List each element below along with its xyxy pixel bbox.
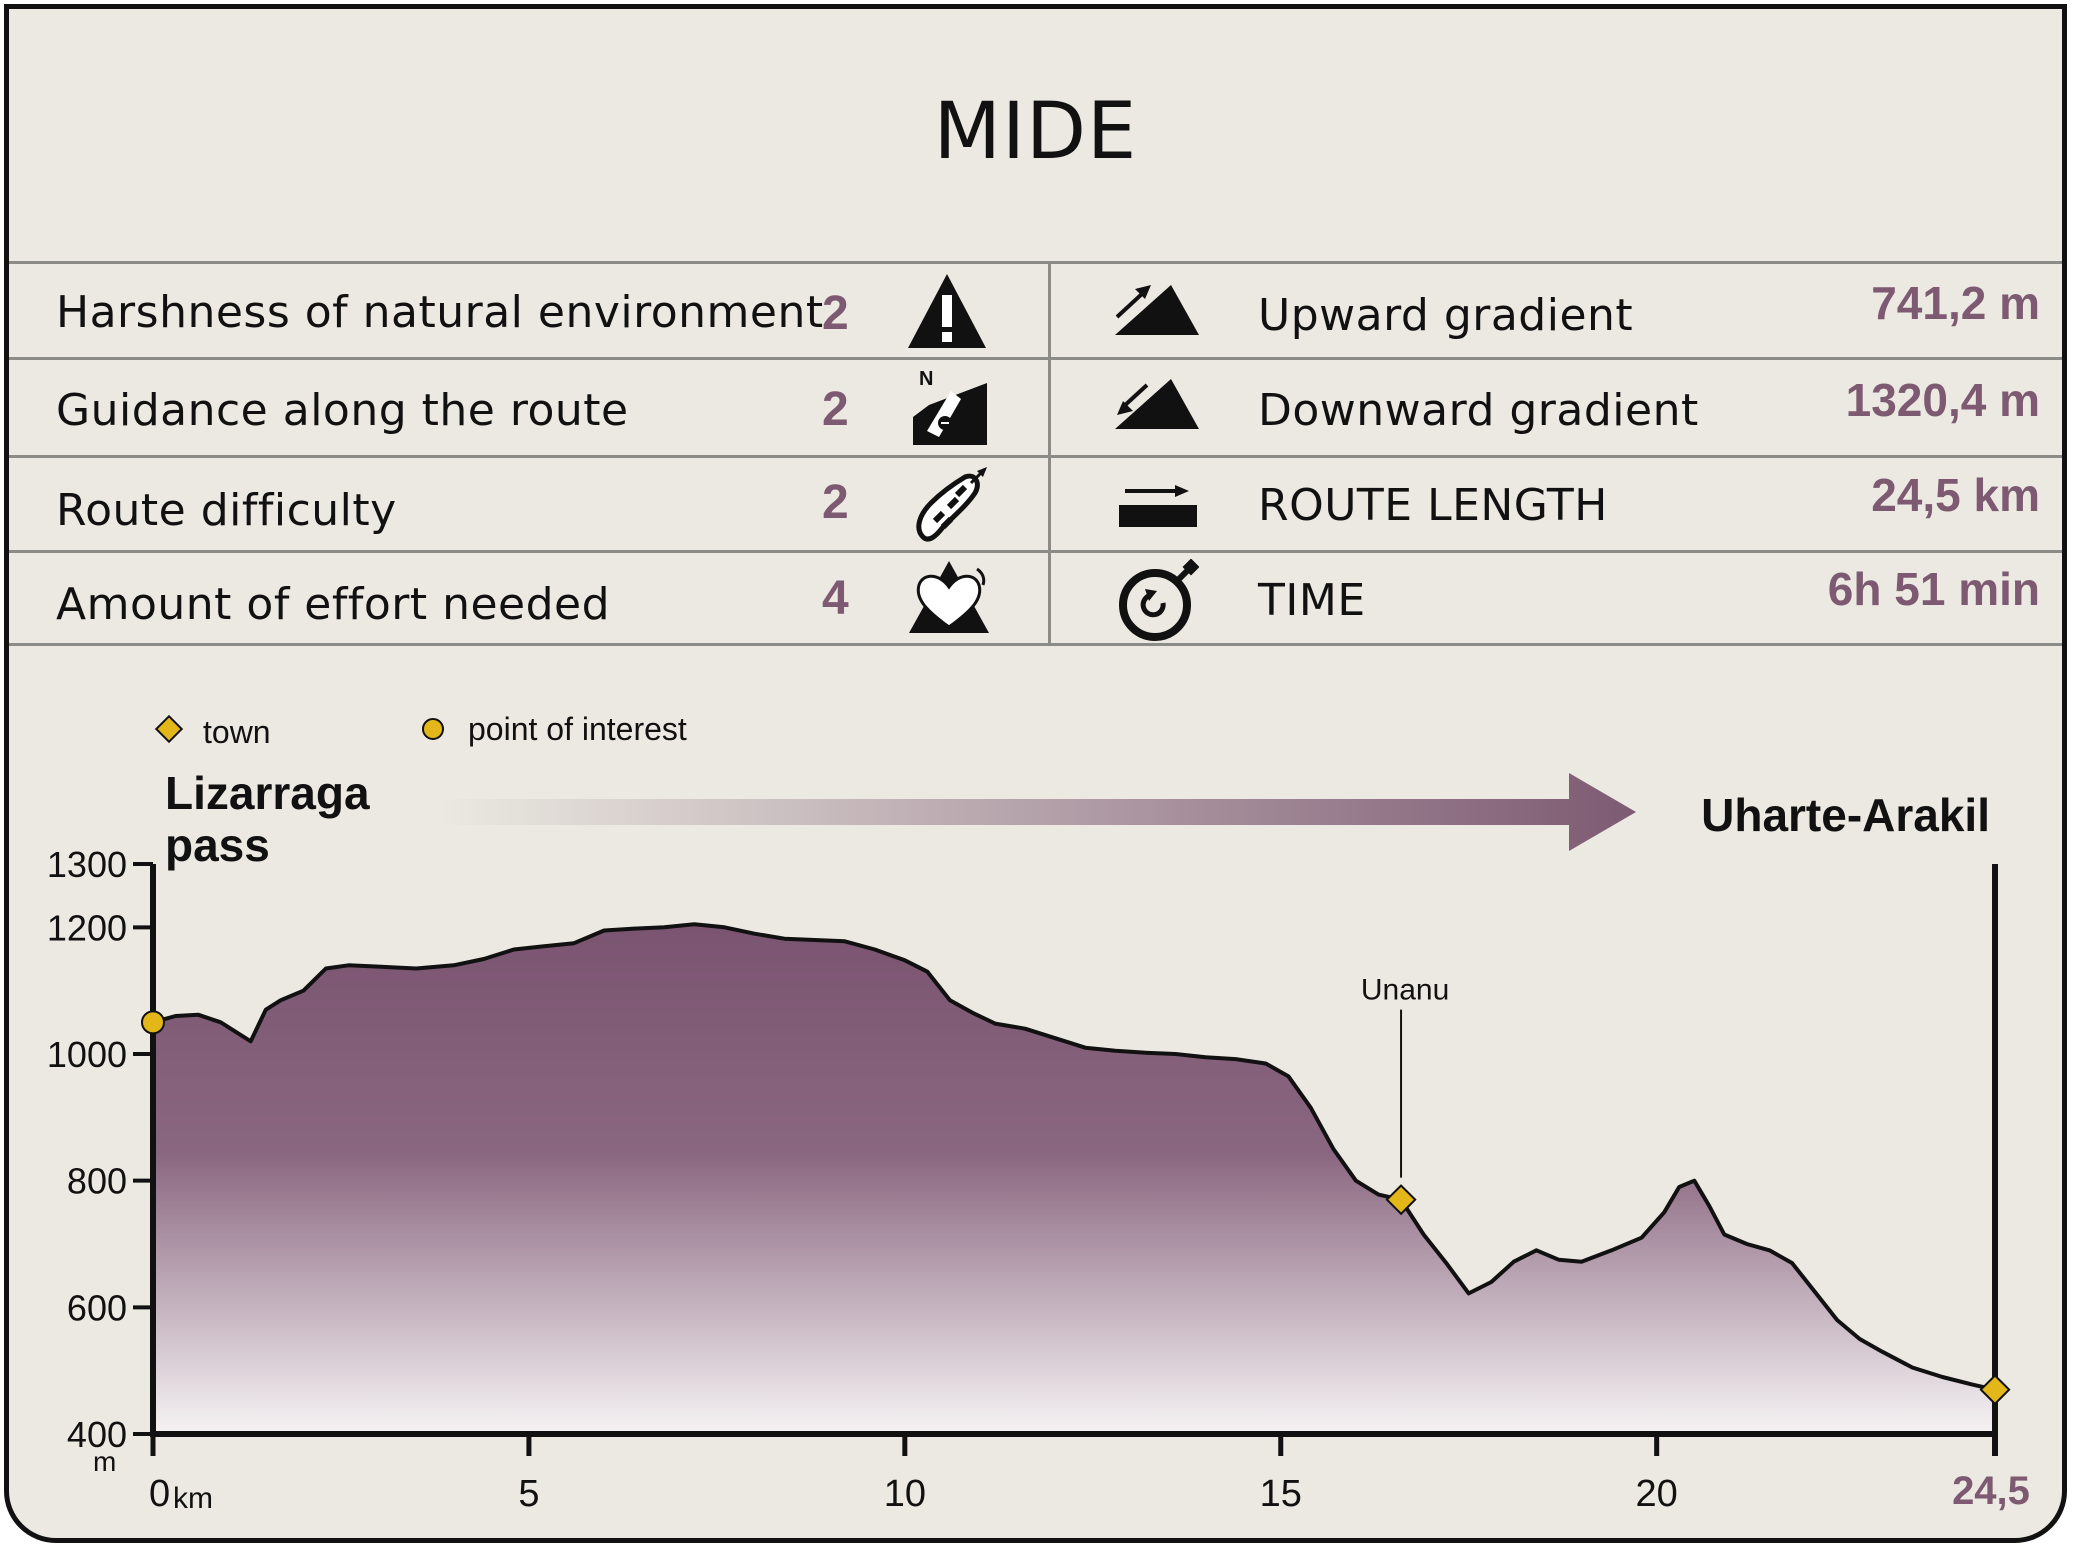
- y-tick-label: 800: [67, 1161, 127, 1202]
- direction-arrow: [439, 773, 1636, 851]
- x-tick-label: 5: [518, 1473, 539, 1515]
- stopwatch-icon: [1119, 559, 1199, 641]
- row-divider: [9, 455, 2062, 458]
- x-tick-label: 20: [1636, 1473, 1678, 1515]
- x-tick-label: 0: [149, 1473, 170, 1515]
- y-tick-label: 1300: [47, 844, 127, 885]
- stat-value-upward: 741,2 m: [1871, 277, 2040, 329]
- x-axis-unit: km: [173, 1482, 213, 1515]
- row-divider: [9, 550, 2062, 553]
- page-title: MIDE: [933, 87, 1138, 177]
- svg-text:N: N: [919, 368, 933, 390]
- table-bottom-divider: [9, 643, 2062, 646]
- warning-triangle-icon: [908, 274, 986, 348]
- upward-gradient-icon: [1115, 285, 1199, 335]
- stat-label-upward: Upward gradient: [1258, 290, 1634, 341]
- mide-label-effort: Amount of effort needed: [56, 579, 611, 630]
- legend-town-marker: [154, 714, 184, 744]
- legend-poi-marker: [422, 718, 444, 740]
- stat-value-length: 24,5 km: [1871, 469, 2040, 521]
- mide-value-effort: 4: [822, 572, 849, 625]
- mide-value-guidance: 2: [822, 383, 849, 436]
- profile-area: [153, 924, 1995, 1434]
- downward-gradient-icon: [1115, 379, 1199, 429]
- route-length-icon: [1119, 485, 1197, 527]
- end-label: Uharte-Arakil: [1701, 789, 1990, 841]
- y-tick-label: 1200: [47, 907, 127, 948]
- marker-label: Unanu: [1361, 974, 1449, 1007]
- heart-mountain-icon: [909, 561, 989, 633]
- mide-label-difficulty: Route difficulty: [56, 485, 397, 536]
- legend-poi-label: point of interest: [468, 711, 687, 747]
- y-tick-label: 400: [67, 1414, 127, 1455]
- stat-label-length: ROUTE LENGTH: [1258, 480, 1608, 531]
- legend-town-label: town: [203, 714, 271, 750]
- y-axis-unit: m: [93, 1446, 116, 1477]
- y-tick-label: 600: [67, 1287, 127, 1328]
- start-label: Lizarraga pass: [165, 767, 382, 871]
- y-tick-label: 1000: [47, 1034, 127, 1075]
- column-divider: [1048, 261, 1051, 646]
- mide-card: MIDE Harshness of natural environment 2 …: [4, 4, 2067, 1543]
- x-tick-end-label: 24,5: [1952, 1469, 2030, 1513]
- town-marker: [1979, 1374, 2011, 1406]
- stat-label-time: TIME: [1258, 575, 1366, 626]
- x-tick-label: 15: [1260, 1473, 1302, 1515]
- stat-value-time: 6h 51 min: [1827, 563, 2040, 615]
- mide-label-guidance: Guidance along the route: [56, 385, 629, 436]
- table-top-divider: [9, 261, 2062, 264]
- stat-label-downward: Downward gradient: [1258, 385, 1699, 436]
- profile-line: [152, 922, 1996, 1392]
- town-marker: [1385, 1184, 1417, 1216]
- mide-value-environment: 2: [822, 287, 849, 340]
- stat-value-downward: 1320,4 m: [1845, 374, 2040, 426]
- compass-signpost-icon: N: [913, 368, 987, 445]
- row-divider: [9, 357, 2062, 360]
- mide-label-environment: Harshness of natural environment: [56, 287, 824, 338]
- poi-marker: [141, 1010, 165, 1035]
- x-tick-label: 10: [884, 1473, 926, 1515]
- mide-value-difficulty: 2: [822, 476, 849, 529]
- elevation-profile-chart: town point of interest Lizarraga pass Uh…: [47, 711, 2030, 1515]
- footprint-icon: [916, 467, 987, 542]
